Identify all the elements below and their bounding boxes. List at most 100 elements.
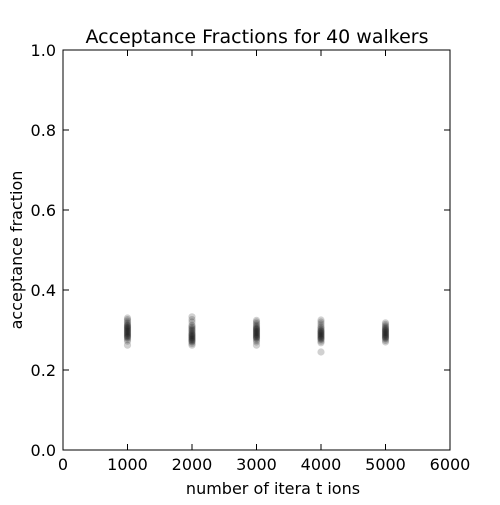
data-point: [317, 327, 325, 335]
data-point: [381, 338, 390, 346]
data-point: [188, 340, 196, 348]
data-point: [123, 321, 132, 329]
data-point: [381, 320, 390, 328]
plot-frame: [62, 49, 451, 451]
axis-ticks-group: 0 1000 2000 3000 4000 5000 6000 0.0 0.2 0.4 0.6 0.8…: [31, 41, 471, 474]
data-point: [252, 341, 261, 349]
data-point: [317, 320, 325, 328]
data-point: [188, 326, 196, 334]
data-point: [381, 328, 390, 336]
data-point: [252, 321, 261, 329]
data-point: [252, 330, 261, 338]
data-point: [317, 324, 325, 332]
data-point: [252, 338, 261, 346]
data-point: [188, 334, 196, 342]
data-point: [317, 339, 325, 347]
data-point: [123, 332, 132, 340]
data-point: [123, 324, 132, 332]
data-point: [381, 323, 390, 331]
data-point: [317, 326, 325, 334]
y-axis-label: acceptance fraction: [7, 171, 26, 330]
data-point: [123, 324, 132, 332]
data-point: [123, 336, 132, 344]
data-point: [188, 332, 196, 340]
data-point: [252, 327, 261, 335]
data-point: [317, 334, 325, 342]
data-point: [123, 330, 132, 338]
x-tick-label: 6000: [430, 455, 471, 474]
data-point: [381, 319, 390, 327]
data-point: [381, 335, 390, 343]
data-point: [381, 327, 390, 335]
data-point: [188, 332, 196, 340]
y-tick-label: 0.4: [31, 281, 56, 300]
data-point: [123, 317, 132, 325]
data-point: [123, 319, 132, 327]
data-point: [317, 336, 325, 344]
data-point: [188, 338, 196, 346]
data-point: [123, 316, 132, 324]
data-point: [123, 328, 132, 336]
data-point: [123, 337, 132, 345]
data-point: [123, 341, 132, 349]
data-point: [252, 325, 261, 333]
x-tick-label: 1000: [107, 455, 148, 474]
data-point: [123, 323, 132, 331]
data-point: [252, 326, 261, 334]
data-point: [123, 331, 132, 339]
data-point: [252, 336, 261, 344]
y-tick-label: 0.6: [31, 201, 56, 220]
data-point: [188, 318, 196, 326]
data-point: [381, 334, 390, 342]
data-point: [123, 332, 132, 340]
data-point: [317, 318, 325, 326]
data-point: [188, 327, 196, 335]
data-point: [317, 331, 325, 339]
data-point: [317, 332, 325, 340]
data-point: [381, 336, 390, 344]
y-tick-label: 0.8: [31, 121, 56, 140]
data-point: [252, 333, 261, 341]
data-point: [123, 328, 132, 336]
data-point: [381, 330, 390, 338]
data-point: [123, 326, 132, 334]
data-point: [381, 332, 390, 340]
data-point: [188, 335, 196, 343]
data-point: [252, 316, 261, 324]
data-point: [188, 341, 196, 349]
data-point: [188, 313, 196, 321]
data-point: [381, 328, 390, 336]
data-point: [252, 328, 261, 336]
data-point: [188, 321, 196, 329]
data-point: [123, 329, 132, 337]
data-point: [317, 316, 325, 324]
data-point: [188, 336, 196, 344]
data-point: [252, 328, 261, 336]
data-point: [252, 335, 261, 343]
data-point: [123, 314, 132, 322]
data-point: [252, 322, 261, 330]
data-point: [252, 324, 261, 332]
data-point: [381, 325, 390, 333]
data-point: [317, 332, 325, 340]
data-point: [123, 333, 132, 341]
data-point: [252, 332, 261, 340]
data-point: [317, 333, 325, 341]
x-tick-label: 0: [58, 455, 68, 474]
data-point: [317, 330, 325, 338]
data-point: [188, 325, 196, 333]
data-point: [317, 337, 325, 345]
data-point: [252, 318, 261, 326]
data-point: [188, 316, 196, 324]
data-point: [252, 331, 261, 339]
data-point: [123, 325, 132, 333]
data-point: [252, 320, 261, 328]
y-tick-label: 0.0: [31, 441, 56, 460]
data-point: [188, 336, 196, 344]
data-point: [381, 324, 390, 332]
data-point: [317, 329, 325, 337]
data-point: [381, 332, 390, 340]
y-tick-label: 1.0: [31, 41, 56, 60]
chart-title: Acceptance Fractions for 40 walkers: [86, 26, 429, 48]
